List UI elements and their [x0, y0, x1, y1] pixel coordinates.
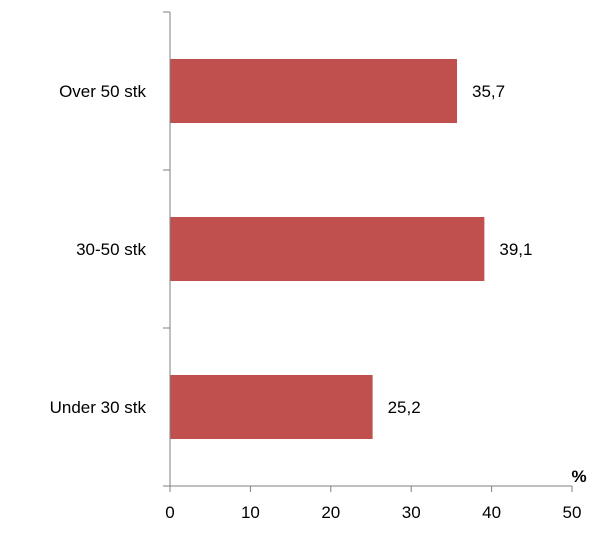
- bars-layer: [170, 59, 485, 439]
- x-tick-label: 0: [165, 503, 174, 522]
- x-tick-label: 30: [402, 503, 421, 522]
- bar-0: [170, 59, 458, 123]
- labels-layer: 35,7 Over 50 stk 39,1 30-50 stk 25,2 Under 30…: [50, 82, 582, 522]
- bar-value-label: 25,2: [388, 398, 421, 417]
- x-tick-label: 20: [321, 503, 340, 522]
- bar-1: [170, 217, 485, 281]
- x-tick-label: 40: [482, 503, 501, 522]
- bar-value-label: 39,1: [499, 240, 532, 259]
- axes-layer: [163, 11, 573, 492]
- bar-2: [170, 375, 373, 439]
- category-label: Under 30 stk: [50, 398, 147, 417]
- category-label: Over 50 stk: [59, 82, 146, 101]
- x-tick-label: 10: [241, 503, 260, 522]
- x-tick-label: 50: [563, 503, 582, 522]
- bar-value-label: 35,7: [472, 82, 505, 101]
- x-axis-unit-label: %: [571, 467, 586, 486]
- category-label: 30-50 stk: [76, 240, 146, 259]
